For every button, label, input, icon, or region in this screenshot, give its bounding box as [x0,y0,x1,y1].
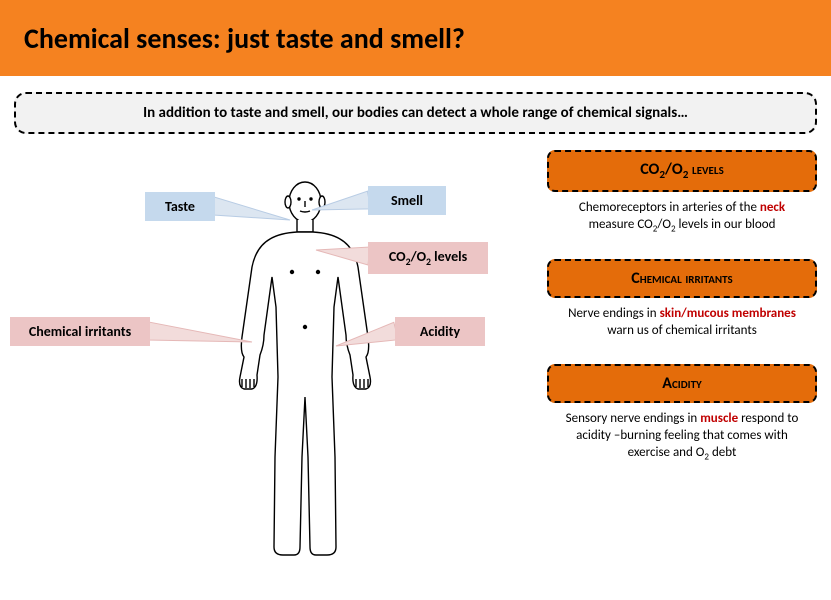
body-label-irritants: Chemical irritants [10,317,150,346]
panel-header-irritants: Chemical irritants [547,259,817,298]
title-bar: Chemical senses: just taste and smell? [0,0,831,76]
side-panel: CO2/O2 levelsChemoreceptors in arteries … [547,150,817,473]
main-diagram-area: Taste Smell CO2/O2 levels Chemical irritant… [0,142,831,596]
panel-header-acidity: Acidity [547,364,817,403]
panel-body-co2o2: Chemoreceptors in arteries of the neck m… [547,192,817,245]
panel-body-acidity: Sensory nerve endings in muscle respond … [547,403,817,473]
body-label-co2o2: CO2/O2 levels [368,242,488,274]
panel-body-irritants: Nerve endings in skin/mucous membranes w… [547,298,817,350]
intro-box: In addition to taste and smell, our bodi… [14,92,817,134]
page-title: Chemical senses: just taste and smell? [24,21,465,56]
body-label-smell: Smell [368,186,446,215]
panel-header-co2o2: CO2/O2 levels [547,150,817,192]
intro-text: In addition to taste and smell, our bodi… [143,104,688,122]
body-label-acidity: Acidity [395,317,485,346]
human-body-outline [230,177,380,557]
body-label-taste: Taste [145,192,215,221]
